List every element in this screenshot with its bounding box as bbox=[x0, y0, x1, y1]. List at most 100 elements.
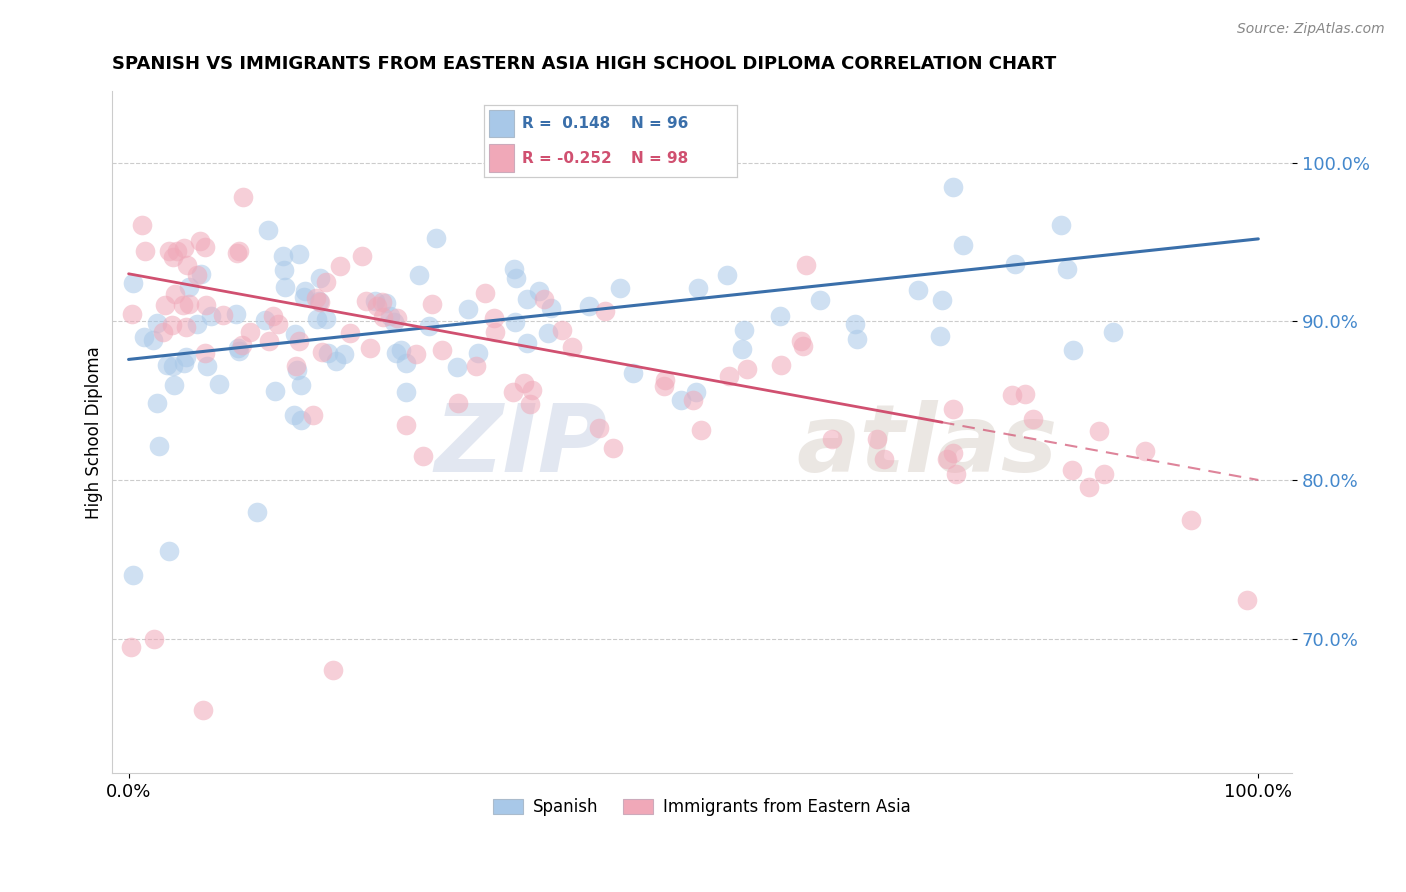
Y-axis label: High School Diploma: High School Diploma bbox=[86, 346, 103, 519]
Point bbox=[174, 319, 197, 334]
Point bbox=[142, 333, 165, 347]
Point bbox=[690, 423, 713, 437]
Point bbox=[942, 179, 965, 194]
Point bbox=[792, 339, 814, 353]
Point bbox=[418, 319, 440, 334]
Point bbox=[412, 450, 434, 464]
Point bbox=[1236, 593, 1258, 607]
Point bbox=[288, 247, 311, 261]
Point bbox=[333, 347, 356, 361]
Point bbox=[654, 373, 676, 387]
Point bbox=[516, 336, 538, 351]
Point bbox=[533, 293, 555, 307]
Point bbox=[682, 393, 704, 408]
Point bbox=[195, 359, 218, 374]
Point bbox=[790, 334, 813, 349]
Point bbox=[502, 385, 524, 400]
Text: Source: ZipAtlas.com: Source: ZipAtlas.com bbox=[1237, 22, 1385, 37]
Point bbox=[318, 345, 340, 359]
Point bbox=[239, 326, 262, 340]
Point bbox=[844, 317, 866, 331]
Point bbox=[1088, 424, 1111, 438]
Point bbox=[395, 356, 418, 370]
Point bbox=[176, 258, 198, 272]
Point bbox=[408, 268, 430, 282]
Point bbox=[474, 286, 496, 301]
Point bbox=[796, 258, 818, 272]
Point bbox=[228, 343, 250, 358]
Point bbox=[669, 392, 692, 407]
Point bbox=[866, 432, 889, 446]
Legend: Spanish, Immigrants from Eastern Asia: Spanish, Immigrants from Eastern Asia bbox=[486, 792, 918, 823]
Point bbox=[1092, 467, 1115, 482]
Point bbox=[503, 262, 526, 277]
Point bbox=[173, 241, 195, 255]
Point bbox=[652, 379, 675, 393]
Point bbox=[536, 326, 558, 340]
Point bbox=[225, 246, 247, 260]
Point bbox=[1062, 343, 1084, 357]
Point bbox=[354, 293, 377, 308]
Point bbox=[309, 270, 332, 285]
Point bbox=[290, 378, 312, 392]
Point bbox=[446, 360, 468, 375]
Point bbox=[305, 291, 328, 305]
Point bbox=[430, 343, 453, 357]
Point bbox=[737, 362, 759, 376]
Point bbox=[387, 311, 409, 326]
Point bbox=[1077, 480, 1099, 494]
Point bbox=[285, 363, 308, 377]
Point bbox=[1102, 326, 1125, 340]
Point bbox=[561, 340, 583, 354]
Point bbox=[551, 323, 574, 337]
Point bbox=[322, 663, 344, 677]
Point bbox=[274, 280, 297, 294]
Point bbox=[173, 356, 195, 370]
Point bbox=[325, 353, 347, 368]
Point bbox=[162, 250, 184, 264]
Point bbox=[447, 396, 470, 410]
Point bbox=[484, 311, 506, 326]
Point bbox=[308, 293, 330, 308]
Point bbox=[292, 290, 315, 304]
Point bbox=[1135, 443, 1157, 458]
Point bbox=[177, 280, 200, 294]
Point bbox=[288, 334, 311, 348]
Point bbox=[395, 418, 418, 433]
Point bbox=[146, 316, 169, 330]
Point bbox=[121, 307, 143, 321]
Point bbox=[143, 632, 166, 646]
Point bbox=[1060, 463, 1083, 477]
Point bbox=[232, 190, 254, 204]
Point bbox=[808, 293, 831, 307]
Point bbox=[385, 345, 408, 359]
Point bbox=[271, 249, 294, 263]
Point bbox=[259, 334, 281, 348]
Point bbox=[262, 310, 284, 324]
Point bbox=[942, 445, 965, 459]
Point bbox=[176, 350, 198, 364]
Point bbox=[315, 312, 337, 326]
Point bbox=[186, 268, 208, 282]
Point bbox=[395, 385, 418, 400]
Point bbox=[134, 244, 156, 258]
Point bbox=[190, 267, 212, 281]
Point bbox=[301, 409, 323, 423]
Point bbox=[952, 238, 974, 252]
Point bbox=[162, 318, 184, 332]
Point bbox=[200, 310, 222, 324]
Point bbox=[1004, 257, 1026, 271]
Point bbox=[520, 383, 543, 397]
Point bbox=[733, 323, 755, 337]
Point bbox=[731, 342, 754, 356]
Point bbox=[378, 310, 401, 324]
Point bbox=[685, 384, 707, 399]
Point bbox=[121, 568, 143, 582]
Point bbox=[253, 313, 276, 327]
Point bbox=[578, 299, 600, 313]
Point bbox=[405, 347, 427, 361]
Point bbox=[519, 396, 541, 410]
Point bbox=[513, 376, 536, 391]
Point bbox=[284, 359, 307, 374]
Point bbox=[717, 368, 740, 383]
